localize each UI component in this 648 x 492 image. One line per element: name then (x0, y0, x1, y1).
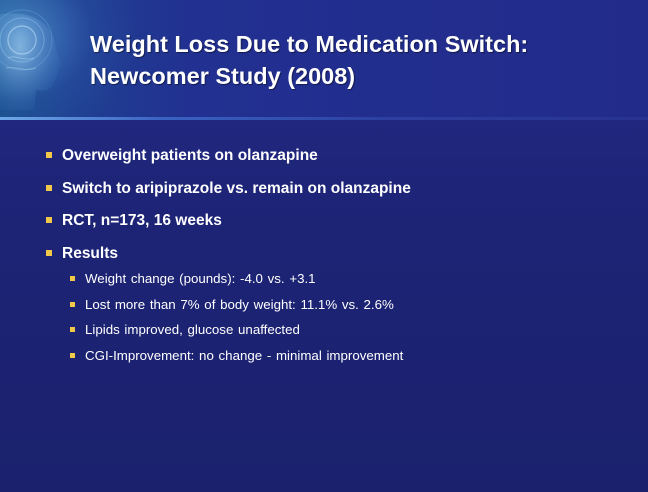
title-line-2: Newcomer Study (2008) (90, 63, 356, 89)
result-item: Weight change (pounds): -4.0 vs. +3.1 (46, 270, 626, 287)
bullet-square-icon (46, 184, 52, 191)
bullet-text: RCT, n=173, 16 weeks (62, 212, 222, 229)
bullet-item: Switch to aripiprazole vs. remain on ola… (46, 179, 626, 198)
bullet-item: RCT, n=173, 16 weeks (46, 211, 626, 230)
header-divider (0, 117, 648, 120)
bullet-square-icon (46, 249, 52, 256)
results-list: Weight change (pounds): -4.0 vs. +3.1 Lo… (46, 270, 626, 364)
bullet-square-icon (46, 152, 52, 158)
bullet-square-icon (46, 217, 52, 223)
title-line-1: Weight Loss Due to Medication Switch: (90, 31, 529, 57)
slide-header: Weight Loss Due to Medication Switch: Ne… (0, 0, 648, 118)
result-item: Lost more than 7% of body weight: 11.1% … (46, 296, 626, 313)
slide-title: Weight Loss Due to Medication Switch: Ne… (90, 28, 635, 92)
result-item: Lipids improved, glucose unaffected (46, 321, 626, 338)
result-text: Lost more than 7% of body weight: 11.1% … (85, 296, 394, 312)
bullet-text: Switch to aripiprazole vs. remain on ola… (62, 179, 411, 197)
bullet-item: Results (46, 244, 626, 263)
sub-bullet-square-icon (70, 327, 75, 332)
result-item: CGI-Improvement: no change - minimal imp… (46, 347, 626, 364)
sub-bullet-square-icon (70, 301, 75, 307)
sub-bullet-square-icon (70, 276, 75, 281)
bullet-text: Overweight patients on olanzapine (62, 147, 318, 164)
bullet-text: Results (62, 244, 118, 262)
result-text: CGI-Improvement: no change - minimal imp… (85, 347, 404, 363)
slide-body: Overweight patients on olanzapine Switch… (46, 146, 626, 372)
sub-bullet-square-icon (70, 352, 75, 358)
result-text: Lipids improved, glucose unaffected (85, 322, 300, 337)
header-glow (0, 0, 648, 118)
bullet-item: Overweight patients on olanzapine (46, 146, 626, 165)
head-profile-icon (0, 9, 62, 110)
result-text: Weight change (pounds): -4.0 vs. +3.1 (85, 271, 316, 286)
